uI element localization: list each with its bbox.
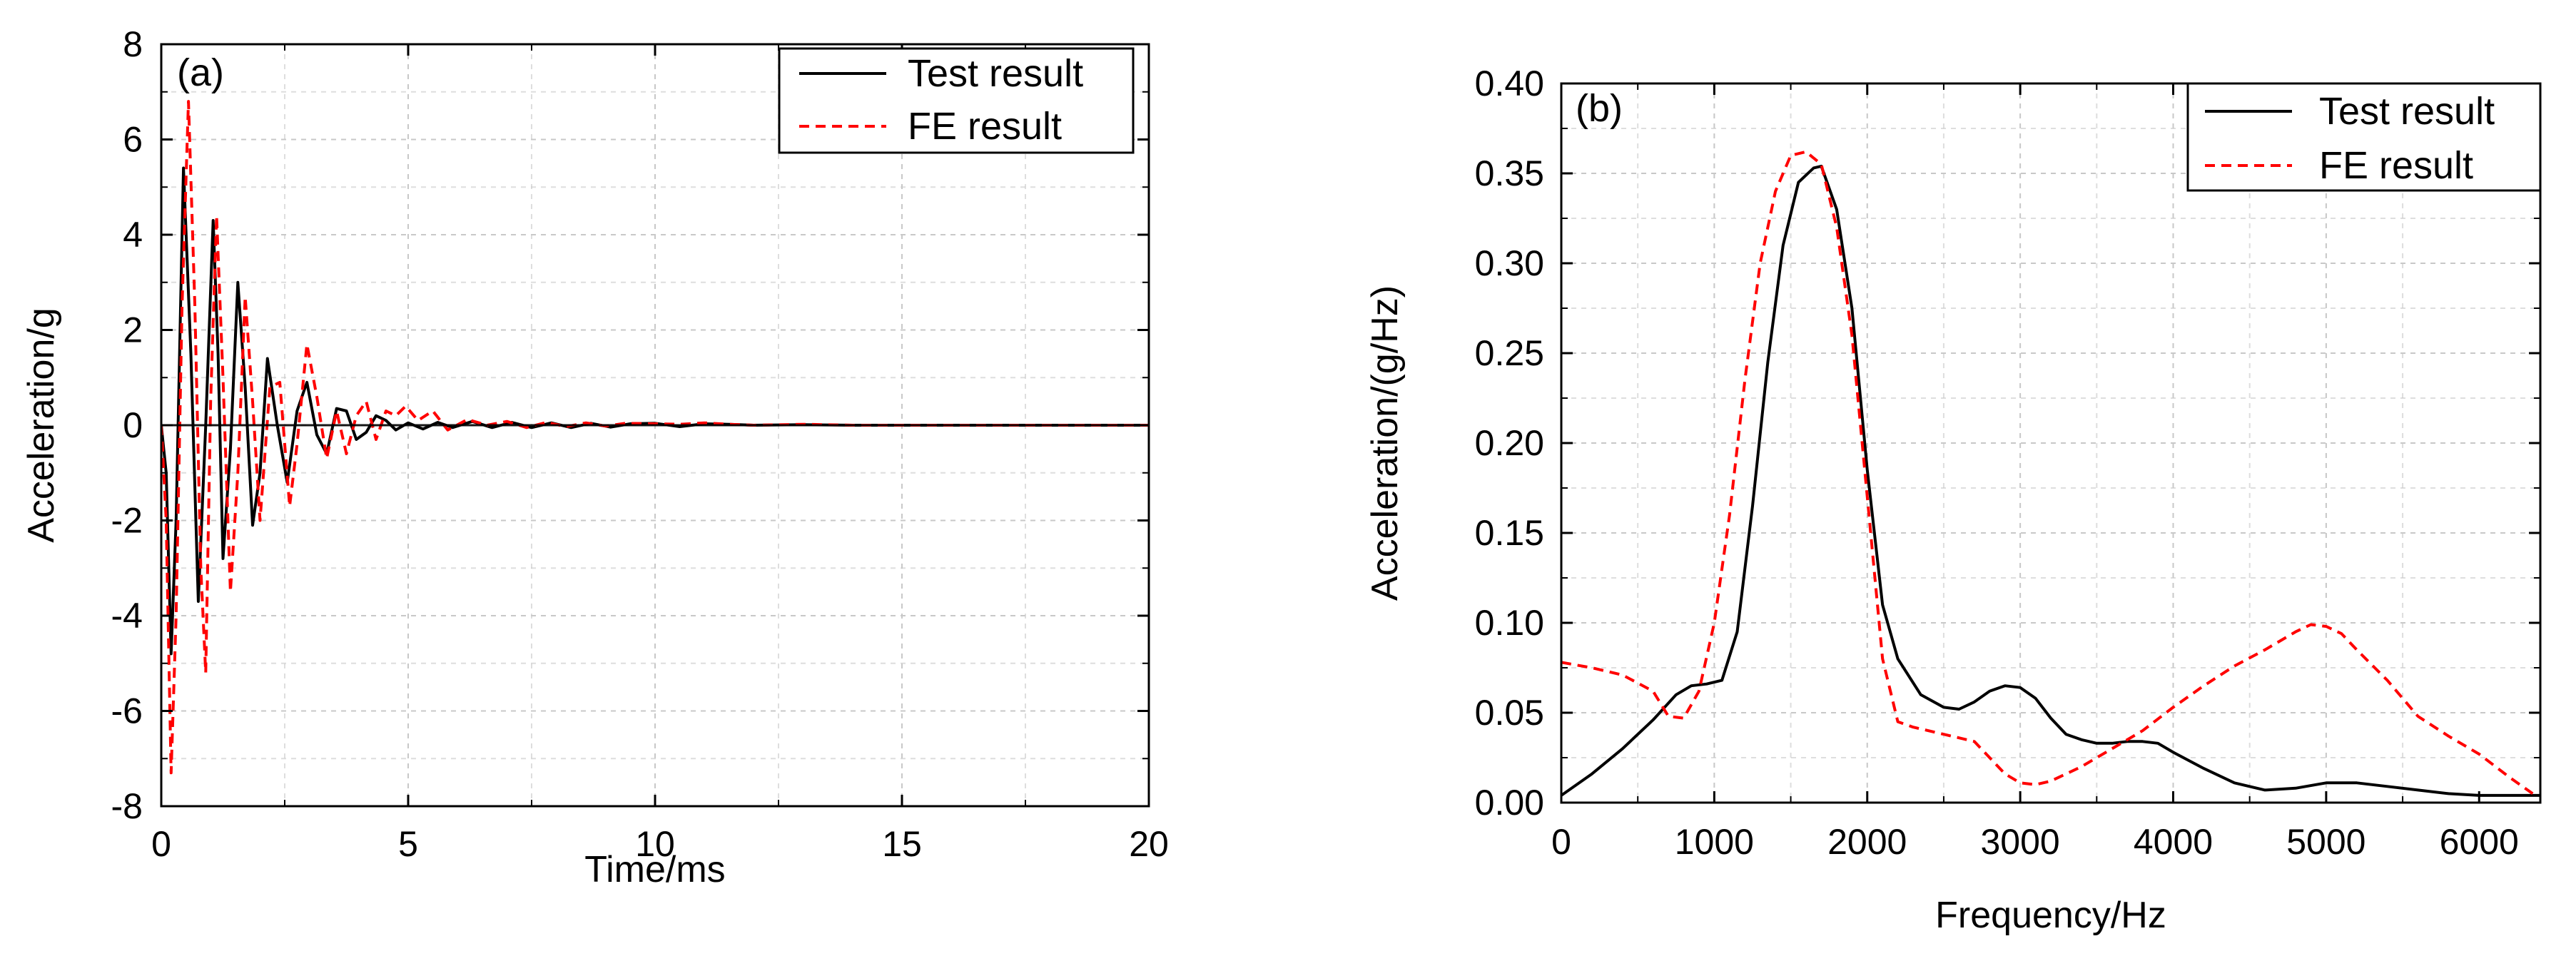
legend-box bbox=[778, 47, 1135, 154]
series-line-fe-result bbox=[161, 100, 1149, 775]
x-tick-label: 10 bbox=[635, 824, 675, 864]
y-tick-label: 2 bbox=[123, 310, 143, 350]
x-axis-title: Time/ms bbox=[584, 849, 725, 890]
y-tick-label: 0.40 bbox=[1475, 63, 1544, 103]
legend-label: Test result bbox=[2319, 90, 2495, 133]
y-tick-label: 0.35 bbox=[1475, 153, 1544, 193]
y-axis: 0.00 0.05 0.10 0.15 0.20 0.25 0.30 0.35 0.40 bbox=[1475, 63, 2540, 823]
y-tick-label: 0.20 bbox=[1475, 423, 1544, 463]
y-tick-label: 4 bbox=[123, 215, 143, 255]
legend-box bbox=[2186, 82, 2542, 192]
y-tick-label: 0.10 bbox=[1475, 603, 1544, 643]
series-group bbox=[1561, 150, 2540, 797]
y-tick-label: 0 bbox=[123, 405, 143, 445]
x-tick-label: 20 bbox=[1129, 824, 1169, 864]
legend-label: FE result bbox=[2319, 144, 2473, 187]
y-tick-label: -2 bbox=[111, 501, 143, 541]
series-line-test-result bbox=[161, 166, 1149, 656]
x-tick-label: 3000 bbox=[1981, 822, 2060, 862]
y-tick-label: 8 bbox=[123, 24, 143, 64]
legend-label: FE result bbox=[908, 105, 1062, 148]
x-tick-label: 4000 bbox=[2134, 822, 2213, 862]
x-axis: 0 1000 2000 3000 4000 5000 6000 bbox=[1551, 83, 2519, 862]
panel-label: (b) bbox=[1576, 87, 1623, 130]
x-tick-label: 0 bbox=[151, 824, 171, 864]
y-tick-label: 0.05 bbox=[1475, 693, 1544, 733]
y-tick-label: 0.25 bbox=[1475, 333, 1544, 373]
x-axis: 0 5 10 15 20 bbox=[151, 44, 1169, 864]
y-tick-label: 6 bbox=[123, 120, 143, 160]
y-axis-title: Acceleration/(g/Hz) bbox=[1364, 285, 1406, 601]
y-tick-label: 0.15 bbox=[1475, 513, 1544, 553]
x-tick-label: 0 bbox=[1551, 822, 1571, 862]
x-tick-label: 5000 bbox=[2286, 822, 2365, 862]
chart-panel-b: 0 1000 2000 3000 4000 5000 6000 0.00 0.05 0.10 0.1… bbox=[1364, 63, 2542, 936]
series-line-fe-result bbox=[1561, 150, 2534, 795]
panel-label: (a) bbox=[177, 51, 224, 94]
y-tick-label: 0.00 bbox=[1475, 783, 1544, 823]
y-tick-label: -4 bbox=[111, 596, 143, 636]
legend: Test result FE result bbox=[778, 47, 1135, 154]
x-axis-title: Frequency/Hz bbox=[1935, 895, 2166, 936]
x-tick-label: 15 bbox=[882, 824, 922, 864]
y-tick-label: -6 bbox=[111, 691, 143, 731]
x-tick-label: 6000 bbox=[2440, 822, 2519, 862]
x-tick-label: 5 bbox=[398, 824, 418, 864]
y-axis: -8 -6 -4 -2 0 2 4 6 8 bbox=[111, 24, 1149, 826]
x-tick-label: 1000 bbox=[1675, 822, 1754, 862]
legend: Test result FE result bbox=[2186, 82, 2542, 192]
series-line-test-result bbox=[1561, 164, 2540, 797]
y-tick-label: 0.30 bbox=[1475, 243, 1544, 283]
x-tick-label: 2000 bbox=[1827, 822, 1907, 862]
y-axis-title: Acceleration/g bbox=[21, 307, 62, 543]
y-tick-label: -8 bbox=[111, 786, 143, 826]
legend-label: Test result bbox=[908, 52, 1083, 95]
chart-panel-a: 0 5 10 15 20 -8 -6 -4 -2 0 2 4 6 8 Time/ms Acceleration… bbox=[21, 24, 1169, 890]
